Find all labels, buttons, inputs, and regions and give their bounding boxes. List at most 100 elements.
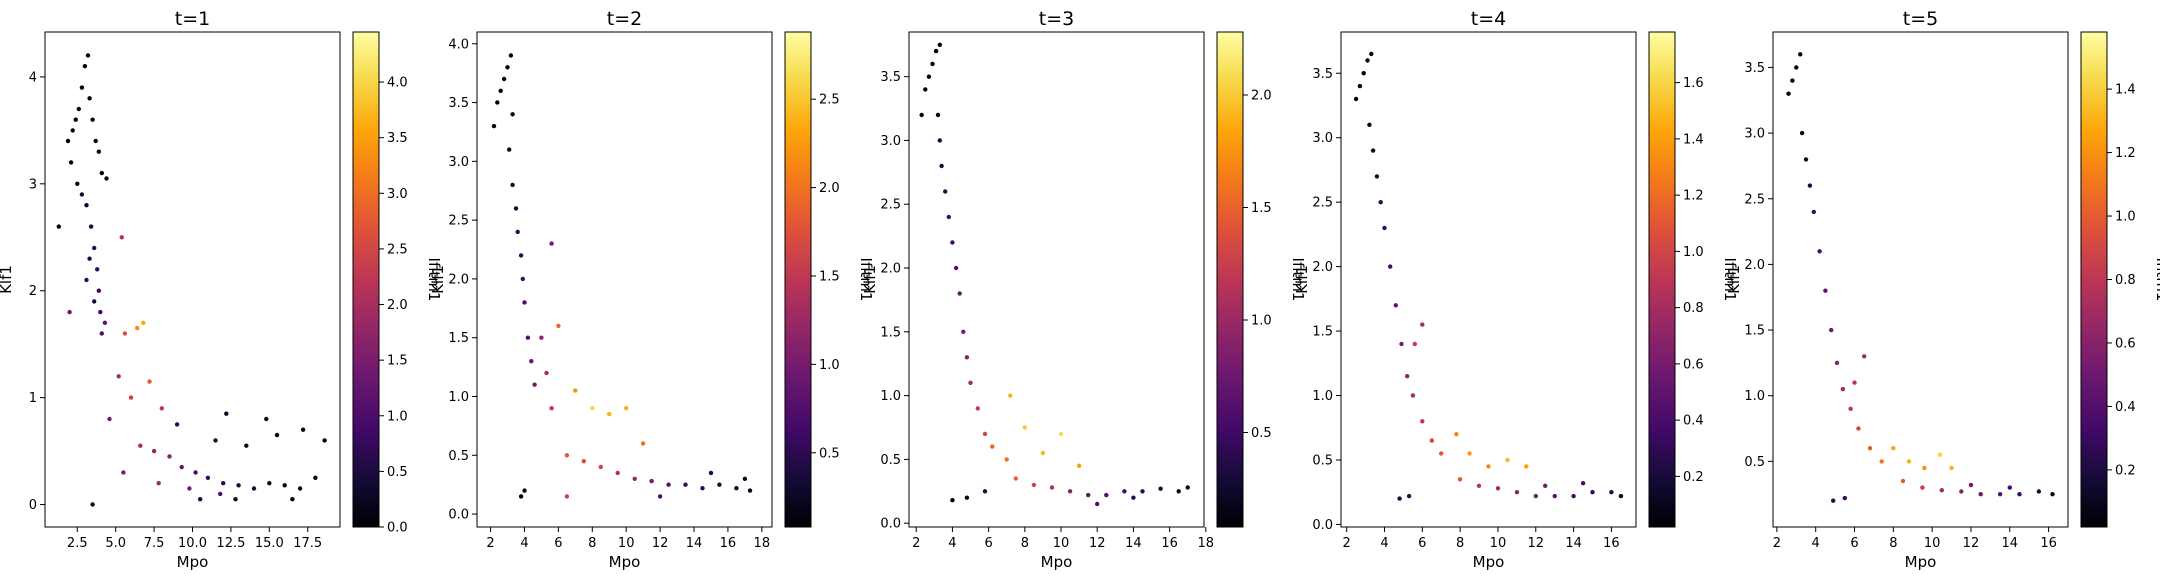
scatter-point [82,63,88,69]
scatter-point [1807,183,1813,188]
y-tick-label: 3.5 [880,70,901,85]
scatter-point [708,470,714,476]
scatter-point [923,87,928,92]
scatter-point [1365,58,1370,63]
scatter-point [1367,122,1372,128]
scatter-point [1840,386,1846,392]
scatter-point [1086,492,1091,498]
x-tick-label: 2 [1343,536,1351,551]
scatter-point [700,486,705,491]
scatter-point [964,495,970,500]
scatter-point [520,276,525,282]
x-tick-label: 8 [588,536,596,551]
scatter-point [2017,492,2022,497]
scatter-point [1505,457,1510,463]
y-tick-label: 3.0 [1744,127,1765,142]
colorbar-tick-label: 1.5 [1251,201,1272,216]
scatter-point [919,112,924,118]
plot-area [45,32,340,527]
scatter-point [1514,490,1520,495]
colorbar-gradient [2080,31,2108,528]
scatter-point [498,88,503,94]
colorbar-tick-label: 0.5 [1251,426,1272,441]
x-tick-label: 10 [1924,536,1941,551]
scatter-point [666,482,671,487]
scatter-point [950,240,955,245]
x-tick-label: 2 [1773,536,1781,551]
y-tick-label: 3.0 [880,134,901,149]
scatter-point [1397,496,1402,501]
colorbar-tick-label: 1.2 [2115,146,2136,161]
scatter-point [1439,451,1444,456]
y-tick-label: 1.5 [1312,325,1333,340]
scatter-point [1040,450,1046,456]
scatter-point [236,483,241,488]
plot-area [477,32,772,527]
scatter-point [982,431,988,437]
scatter-point [1361,71,1366,76]
scatter-point [1382,225,1387,231]
scatter-point [491,123,497,129]
scatter-point [1454,432,1459,437]
colorbar: 0.5 1.0 1.5 2.0 Ifitm1 [1216,31,1307,528]
y-axis-label: Klf1 [1293,265,1311,294]
scatter-point [251,486,257,491]
colorbar-tick-label: 2.5 [387,242,408,257]
scatter-point [187,486,192,491]
x-tick-label: 6 [554,536,562,551]
scatter-point [937,138,942,143]
panel-title: t=2 [607,8,642,30]
y-tick-label: 0.5 [448,449,469,464]
scatter-point [1959,489,1964,494]
scatter-point [79,85,85,90]
x-axis-label: Mpo [1905,553,1937,571]
y-tick-label: 1.5 [448,331,469,346]
scatter-point [70,128,75,133]
plot-area [909,32,1204,527]
scatter-point [1412,341,1418,347]
scatter-point [1834,360,1840,366]
scatter-point [964,355,970,360]
scatter-point [1968,482,1974,488]
scatter-point [2050,492,2055,497]
x-tick-label: 6 [1418,536,1426,551]
x-tick-label: 14 [2002,536,2019,551]
scatter-point [1406,493,1412,499]
scatter-point [107,416,112,422]
scatter-point [607,411,612,417]
scatter-point [1457,477,1463,482]
colorbar-gradient [352,31,380,528]
scatter-point [1823,288,1828,293]
scatter-point [943,189,948,194]
y-tick-label: 1.5 [1744,324,1765,339]
colorbar-tick-label: 0.2 [1683,470,1704,485]
y-axis-label: Klf1 [429,265,447,294]
scatter-point [946,214,951,220]
scatter-point [213,438,218,443]
scatter-point [1852,380,1857,385]
scatter-point [98,309,103,315]
y-axis-label: Klf1 [0,265,15,294]
x-tick-label: 5.0 [105,536,126,551]
y-tick-label: 2 [29,284,37,299]
scatter-point [174,422,180,427]
x-tick-label: 16 [1603,536,1620,551]
scatter-point [1176,489,1181,494]
scatter-point [510,112,515,117]
scatter-point [1004,457,1009,462]
scatter-point [513,206,519,211]
scatter-point [90,117,95,122]
scatter-panel-3: 2 4 6 8 10 12 14 16 18 0.0 0.5 1.0 1.5 2.0 2.5 3.0 3.5 t=… [861,8,1307,571]
scatter-point [1374,174,1380,179]
scatter-point [92,299,97,304]
y-tick-label: 1.0 [448,390,469,405]
scatter-point [1393,303,1399,308]
scatter-points [491,53,753,499]
scatter-point [522,300,527,305]
scatter-point [151,448,157,454]
scatter-point [598,464,603,470]
scatter-point [640,441,646,446]
scatter-point [322,438,327,443]
scatter-point [1031,482,1037,488]
colorbar-tick-label: 1.4 [1683,132,1704,147]
